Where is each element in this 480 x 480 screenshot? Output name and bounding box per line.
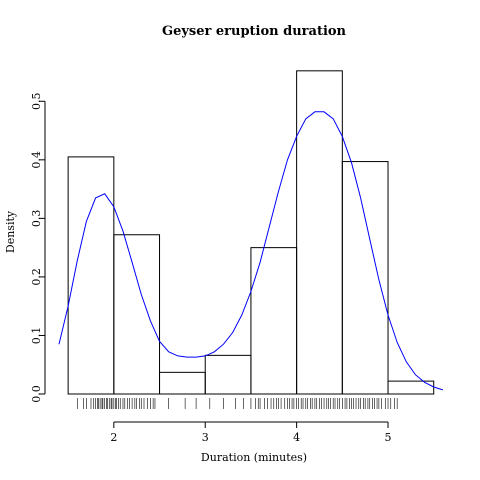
- y-axis: 0.0 0.1 0.2 0.3 0.4 0.5: [30, 93, 46, 403]
- density-curve: [58, 111, 444, 391]
- y-tick-label: 0.2: [30, 268, 43, 286]
- x-tick-label: 5: [385, 431, 392, 444]
- x-axis-label: Duration (minutes): [201, 451, 307, 464]
- x-tick-label: 3: [202, 431, 209, 444]
- x-tick-label: 2: [110, 431, 117, 444]
- y-tick-label: 0.5: [30, 93, 43, 111]
- y-tick-label: 0.1: [30, 327, 43, 345]
- y-tick-label: 0.4: [30, 151, 43, 169]
- chart-title: Geyser eruption duration: [162, 24, 347, 39]
- histogram-bar-6: [296, 70, 343, 395]
- histogram-bars: [67, 70, 435, 395]
- histogram-bar-8: [387, 380, 435, 395]
- histogram-bar-2: [113, 234, 161, 395]
- y-axis-label: Density: [4, 210, 17, 253]
- histogram-bar-7: [341, 161, 389, 395]
- y-tick-label: 0.0: [30, 385, 43, 403]
- histogram-bar-4: [204, 354, 252, 395]
- x-tick-label: 4: [293, 431, 300, 444]
- density-curve-group: [58, 111, 444, 391]
- rug-marks: [76, 398, 398, 409]
- histogram-bar-1: [67, 156, 115, 395]
- x-axis: 2 3 4 5: [110, 421, 392, 444]
- histogram-bar-3: [159, 371, 206, 395]
- y-tick-label: 0.3: [30, 210, 43, 228]
